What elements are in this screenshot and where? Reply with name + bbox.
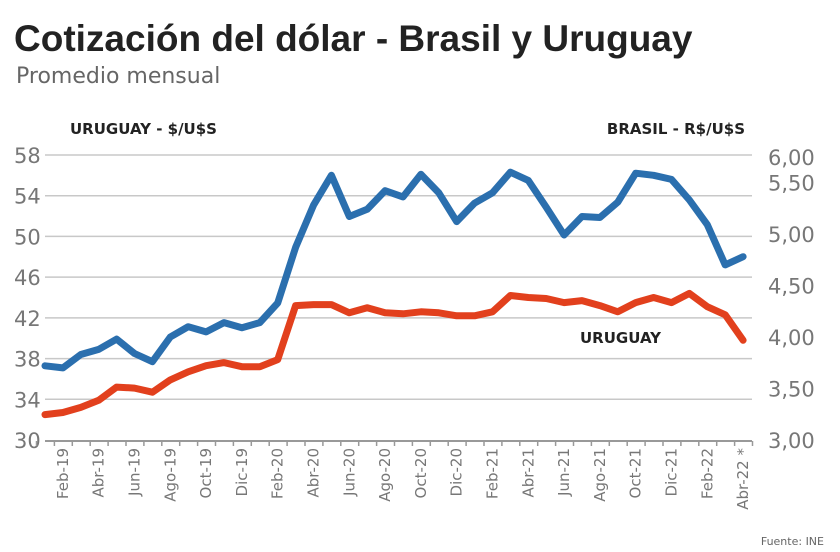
left-y-tick-label: 34 — [14, 388, 41, 412]
right-y-tick-label: 5,50 — [768, 172, 815, 196]
right-y-tick-label: 3,00 — [768, 429, 815, 453]
x-tick-label: Jun-20 — [340, 448, 358, 497]
source-note: Fuente: INE — [760, 535, 824, 548]
chart-subtitle: Promedio mensual — [16, 64, 221, 89]
right-y-tick-label: 3,50 — [768, 378, 815, 402]
x-tick-label: Dic-20 — [448, 448, 466, 496]
series-line-brasil — [41, 168, 747, 372]
x-tick-label: Abr-21 — [519, 448, 537, 498]
left-y-tick-label: 58 — [14, 144, 41, 168]
x-tick-label: Oct-20 — [412, 448, 430, 498]
x-tick-label: Abr-22 * — [734, 448, 752, 510]
left-y-tick-label: 42 — [14, 307, 41, 331]
right-y-tick-label: 4,00 — [768, 326, 815, 350]
left-y-tick-label: 54 — [14, 185, 41, 209]
x-tick-label: Ago-20 — [376, 448, 394, 502]
x-tick-label: Jun-21 — [555, 448, 573, 497]
x-tick-label: Dic-19 — [233, 448, 251, 496]
left-y-tick-label: 50 — [14, 225, 41, 249]
right-axis-title: BRASIL - R$/U$S — [607, 120, 745, 138]
chart-title: Cotización del dólar - Brasil y Uruguay — [14, 18, 693, 59]
x-tick-label: Oct-19 — [197, 448, 215, 498]
left-y-tick-label: 38 — [14, 348, 41, 372]
x-tick-label: Jun-19 — [126, 448, 144, 497]
x-tick-label: Feb-21 — [484, 448, 502, 499]
x-tick-label: Ago-19 — [161, 448, 179, 502]
left-axis-title: URUGUAY - $/U$S — [70, 120, 217, 138]
right-y-tick-label: 4,50 — [768, 275, 815, 299]
x-tick-label: Ago-21 — [591, 448, 609, 502]
x-tick-label: Feb-22 — [698, 448, 716, 499]
x-tick-label: Abr-20 — [305, 448, 323, 498]
x-tick-label: Dic-21 — [663, 448, 681, 496]
x-tick-label: Oct-21 — [627, 448, 645, 498]
right-y-tick-label: 5,00 — [768, 223, 815, 247]
series-annotation-uruguay: URUGUAY — [580, 329, 662, 347]
x-tick-label: Abr-19 — [90, 448, 108, 498]
left-y-tick-label: 46 — [14, 266, 41, 290]
x-tick-label: Feb-19 — [54, 448, 72, 499]
series-line-uruguay — [41, 289, 747, 419]
right-y-tick-label: 6,00 — [768, 146, 815, 170]
x-tick-label: Feb-20 — [269, 448, 287, 499]
